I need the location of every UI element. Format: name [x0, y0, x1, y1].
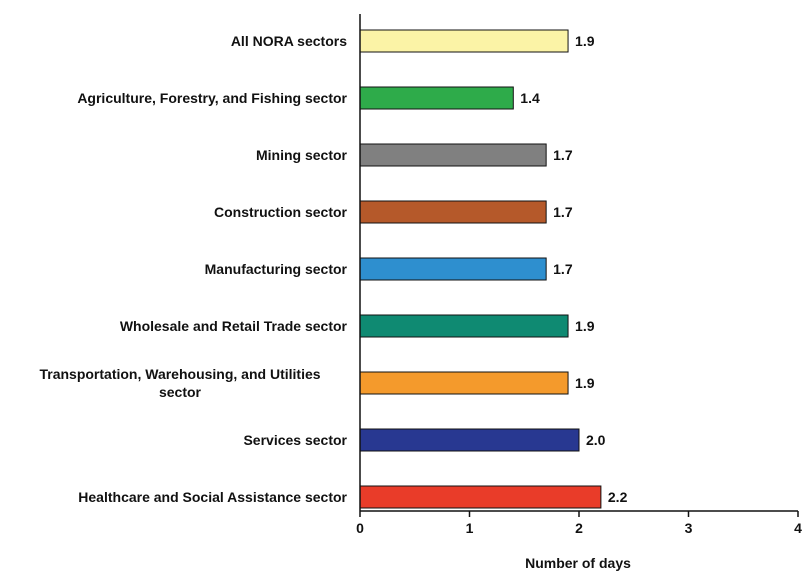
value-labels: 1.9 1.4 1.7 1.7 1.7 1.9 1.9 2.0 2.2 — [520, 33, 627, 505]
category-label: Agriculture, Forestry, and Fishing secto… — [77, 90, 347, 106]
x-tick-label: 4 — [794, 520, 802, 536]
value-label: 2.2 — [608, 489, 628, 505]
value-label: 1.9 — [575, 375, 595, 391]
bar — [359, 86, 514, 110]
category-label: Services sector — [243, 432, 347, 448]
category-label: Construction sector — [214, 204, 348, 220]
value-label: 1.7 — [553, 147, 573, 163]
bar — [359, 29, 569, 53]
bar — [359, 428, 580, 452]
value-label: 1.7 — [553, 261, 573, 277]
category-label: Transportation, Warehousing, and Utiliti… — [39, 366, 320, 400]
value-label: 1.9 — [575, 33, 595, 49]
category-label: All NORA sectors — [231, 33, 347, 49]
bar — [359, 485, 602, 509]
bar — [359, 257, 547, 281]
x-tick-label: 0 — [356, 520, 364, 536]
category-labels: All NORA sectors Agriculture, Forestry, a… — [39, 33, 347, 505]
category-label: Manufacturing sector — [205, 261, 348, 277]
x-tick-label: 3 — [685, 520, 693, 536]
x-tick-label: 2 — [575, 520, 583, 536]
axes: 0 1 2 3 4 — [356, 14, 802, 536]
x-tick-label: 1 — [466, 520, 474, 536]
bar — [359, 314, 569, 338]
value-label: 1.7 — [553, 204, 573, 220]
value-label: 2.0 — [586, 432, 606, 448]
x-axis-title: Number of days — [525, 555, 631, 571]
category-label: Wholesale and Retail Trade sector — [120, 318, 348, 334]
value-label: 1.9 — [575, 318, 595, 334]
bar — [359, 200, 547, 224]
category-label: Mining sector — [256, 147, 348, 163]
value-label: 1.4 — [520, 90, 540, 106]
bar — [359, 143, 547, 167]
category-label: Healthcare and Social Assistance sector — [78, 489, 347, 505]
bar — [359, 371, 569, 395]
